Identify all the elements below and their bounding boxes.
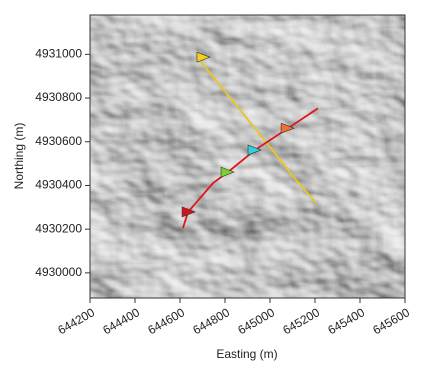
- x-tick-label: 645200: [280, 305, 322, 337]
- y-tick-label: 4930600: [35, 134, 82, 148]
- y-axis-label: Northing (m): [12, 123, 26, 190]
- y-tick-label: 4930800: [35, 90, 82, 104]
- x-tick-label: 644400: [100, 305, 142, 337]
- x-tick-label: 644600: [145, 305, 187, 337]
- x-axis-label: Easting (m): [216, 347, 277, 361]
- x-tick-label: 645600: [370, 305, 412, 337]
- x-tick-label: 644200: [55, 305, 97, 337]
- y-tick-label: 4930000: [35, 265, 82, 279]
- x-tick-label: 645400: [325, 305, 367, 337]
- y-tick-label: 4931000: [35, 47, 82, 61]
- x-tick-label: 645000: [235, 305, 277, 337]
- y-tick-label: 4930200: [35, 221, 82, 235]
- y-tick-label: 4930400: [35, 178, 82, 192]
- map-chart: Easting (m) Northing (m) 644200644400644…: [0, 0, 427, 366]
- x-tick-label: 644800: [190, 305, 232, 337]
